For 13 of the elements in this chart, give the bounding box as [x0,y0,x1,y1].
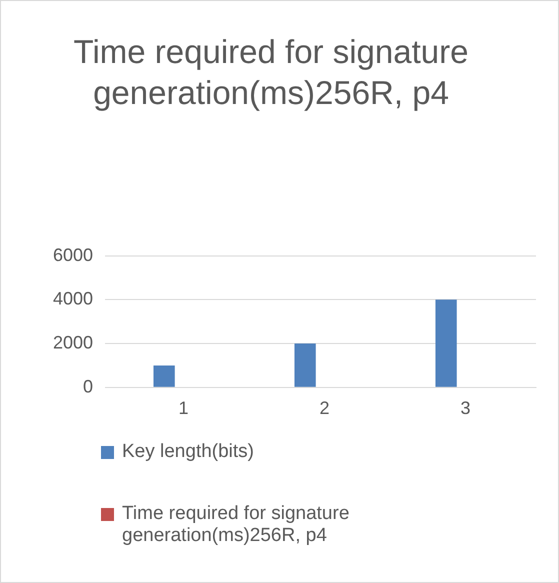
x-tick-label: 1 [178,398,189,418]
x-tick-label: 3 [460,398,471,418]
y-tick-label: 4000 [52,288,94,309]
bar [153,365,175,387]
bar [435,300,457,387]
chart-title: Time required for signature generation(ms)256R, p4 [72,32,470,113]
legend-label: Time required for signature generation(ms)256R, p4 [122,503,350,547]
x-tick-label: 2 [320,398,330,418]
bar [294,344,316,387]
y-tick-label: 6000 [52,244,94,265]
legend-label: Key length(bits) [122,441,254,463]
y-tick-label: 2000 [52,332,94,352]
y-tick-label: 0 [83,376,94,396]
